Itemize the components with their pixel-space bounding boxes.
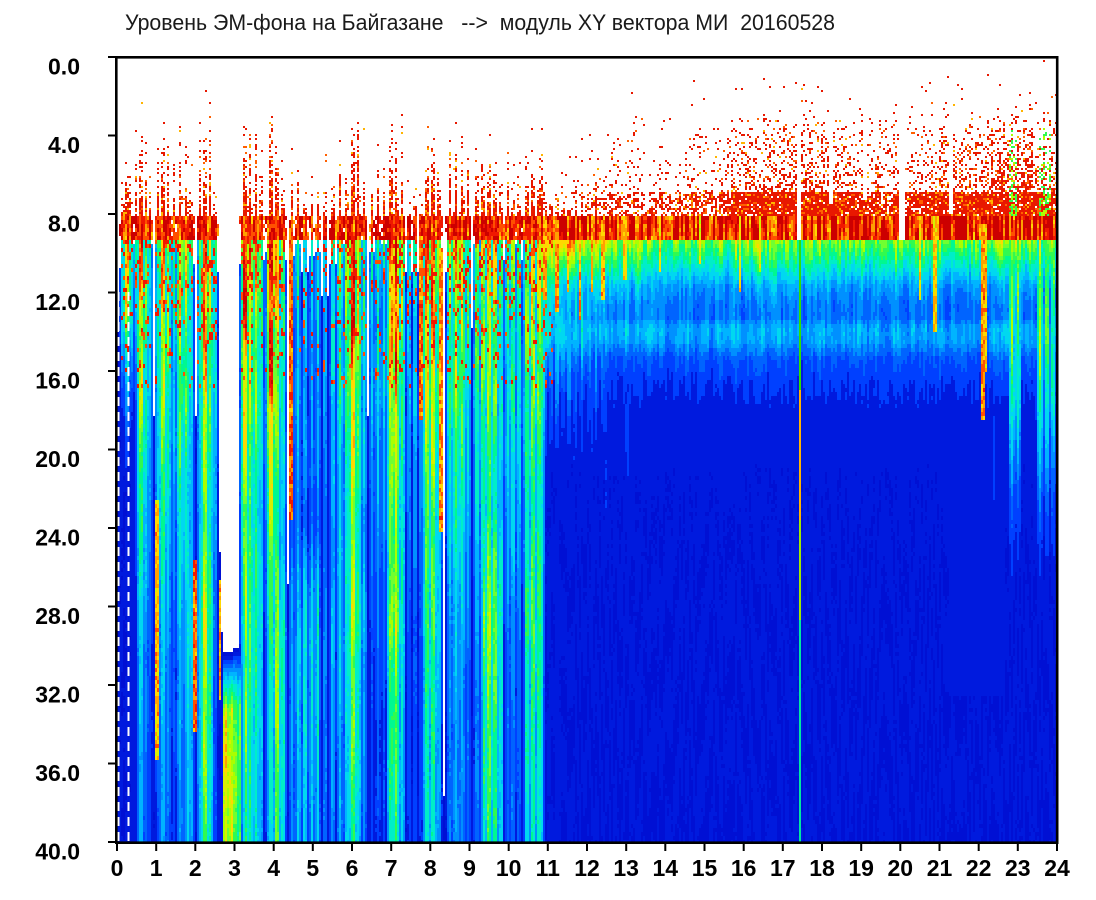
svg-text:12.0: 12.0 bbox=[35, 289, 80, 315]
svg-text:0: 0 bbox=[111, 855, 124, 881]
svg-text:9: 9 bbox=[463, 855, 476, 881]
svg-text:4: 4 bbox=[267, 855, 280, 881]
svg-text:17: 17 bbox=[770, 855, 796, 881]
svg-text:10: 10 bbox=[496, 855, 522, 881]
svg-text:2: 2 bbox=[189, 855, 202, 881]
svg-text:4.0: 4.0 bbox=[48, 132, 80, 158]
svg-text:13: 13 bbox=[613, 855, 639, 881]
svg-text:8.0: 8.0 bbox=[48, 211, 80, 237]
svg-text:6: 6 bbox=[346, 855, 359, 881]
svg-text:11: 11 bbox=[536, 855, 561, 881]
svg-text:22: 22 bbox=[966, 855, 992, 881]
svg-text:1: 1 bbox=[150, 855, 163, 881]
svg-text:36.0: 36.0 bbox=[35, 760, 80, 786]
svg-text:32.0: 32.0 bbox=[35, 682, 80, 708]
svg-text:24: 24 bbox=[1044, 855, 1070, 881]
svg-text:14: 14 bbox=[653, 855, 679, 881]
svg-text:8: 8 bbox=[424, 855, 437, 881]
svg-text:20: 20 bbox=[888, 855, 914, 881]
svg-text:40.0: 40.0 bbox=[35, 839, 80, 865]
svg-text:7: 7 bbox=[385, 855, 398, 881]
svg-text:24.0: 24.0 bbox=[35, 525, 80, 551]
svg-text:15: 15 bbox=[692, 855, 718, 881]
svg-text:19: 19 bbox=[848, 855, 874, 881]
svg-text:5: 5 bbox=[306, 855, 319, 881]
svg-text:16.0: 16.0 bbox=[35, 368, 80, 394]
svg-text:0.0: 0.0 bbox=[48, 54, 80, 80]
svg-text:Уровень ЭМ-фона на Байгазане: Уровень ЭМ-фона на Байгазане --> модуль … bbox=[125, 10, 835, 35]
svg-text:23: 23 bbox=[1005, 855, 1031, 881]
svg-text:28.0: 28.0 bbox=[35, 603, 80, 629]
svg-text:12: 12 bbox=[574, 855, 600, 881]
svg-text:18: 18 bbox=[809, 855, 835, 881]
svg-text:20.0: 20.0 bbox=[35, 446, 80, 472]
svg-text:3: 3 bbox=[228, 855, 241, 881]
svg-text:16: 16 bbox=[731, 855, 757, 881]
svg-text:21: 21 bbox=[927, 855, 953, 881]
